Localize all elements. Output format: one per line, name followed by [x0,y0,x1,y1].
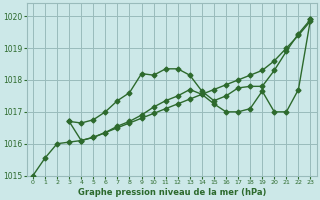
X-axis label: Graphe pression niveau de la mer (hPa): Graphe pression niveau de la mer (hPa) [77,188,266,197]
